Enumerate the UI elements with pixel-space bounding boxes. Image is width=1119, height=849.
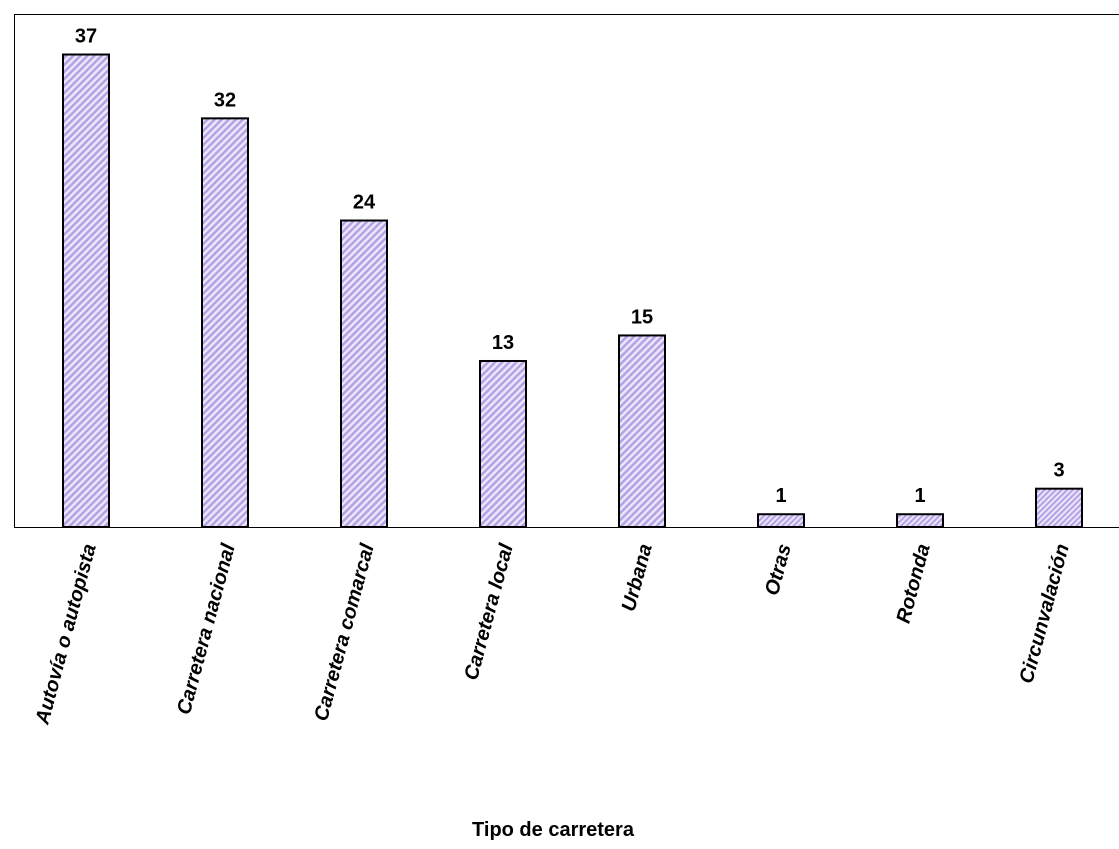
x-tick-label: Otras	[761, 542, 796, 598]
bar-value-label: 24	[353, 192, 376, 214]
bar	[1035, 487, 1083, 529]
bar-value-label: 37	[75, 26, 97, 48]
x-tick-label: Carretera comarcal	[310, 541, 379, 723]
x-tick-label: Urbana	[618, 542, 657, 614]
x-tick-label: Autovía o autopista	[31, 542, 101, 728]
x-tick-label: Carretera local	[460, 541, 518, 682]
x-tick-label: Circunvalación	[1015, 542, 1073, 686]
bar	[757, 513, 805, 528]
x-tick-label: Rotonda	[893, 542, 935, 626]
bar-value-label: 1	[775, 485, 786, 507]
bar	[896, 513, 944, 528]
plot-frame	[14, 14, 1119, 528]
bar	[62, 53, 110, 528]
bar-value-label: 13	[492, 332, 514, 354]
bar	[340, 219, 388, 529]
bars	[62, 53, 1083, 529]
x-tick-labels: Autovía o autopista Carretera nacional Car…	[31, 541, 1074, 727]
bar-value-label: 3	[1053, 460, 1064, 482]
bar-value-label: 32	[214, 89, 236, 111]
bar	[201, 117, 249, 529]
bar	[618, 334, 666, 529]
bar	[479, 359, 527, 528]
x-axis-title: Tipo de carretera	[472, 819, 635, 841]
bar-value-label: 1	[914, 485, 925, 507]
x-tick-label: Carretera nacional	[173, 541, 240, 717]
bar-value-label: 15	[631, 306, 653, 328]
